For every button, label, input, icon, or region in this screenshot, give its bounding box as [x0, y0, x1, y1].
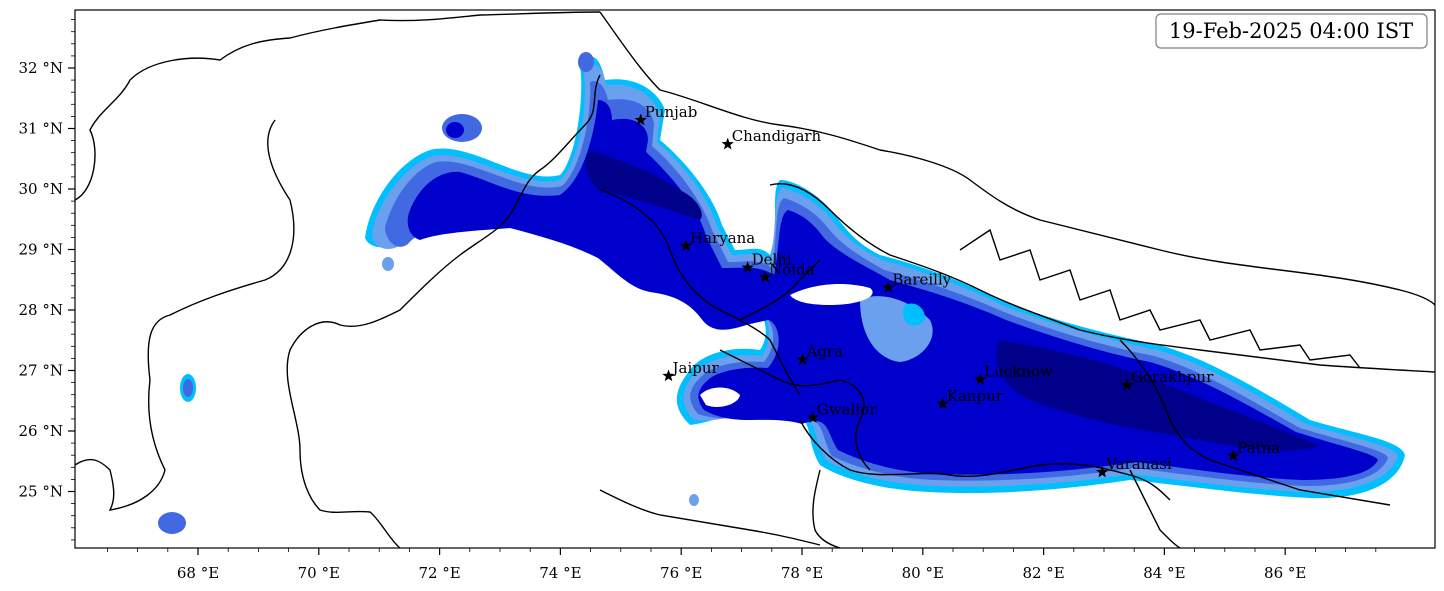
- state-border-3: [719, 349, 871, 471]
- city-marker-star-icon: [1120, 378, 1134, 391]
- country-border-china: [599, 11, 1435, 306]
- country-border-pak-india: [286, 74, 601, 548]
- lat-tick-label: 25 °N: [19, 483, 63, 501]
- city-label: Haryana: [690, 229, 755, 247]
- city-label: Gwalior: [817, 401, 877, 419]
- precip-dry-gap: [790, 284, 873, 305]
- city-marker-star-icon: [634, 113, 647, 126]
- precip-patch-top: [578, 52, 594, 72]
- lat-tick-label: 31 °N: [19, 120, 63, 138]
- state-border-7: [812, 469, 841, 548]
- precip-patch-west-core: [183, 379, 193, 397]
- precip-dry-hole: [700, 387, 740, 407]
- city-label: Varanasi: [1105, 455, 1172, 473]
- lon-tick-label: 80 °E: [902, 564, 944, 582]
- city-label: Patna: [1237, 439, 1280, 457]
- city-marker-star-icon: [1227, 449, 1240, 462]
- city-label: Bareilly: [892, 271, 951, 289]
- lon-tick-label: 84 °E: [1143, 564, 1185, 582]
- lat-tick-label: 28 °N: [19, 301, 63, 319]
- city-label: Lucknow: [984, 363, 1053, 381]
- city-marker-star-icon: [882, 281, 895, 293]
- lon-tick-label: 74 °E: [539, 564, 581, 582]
- city-marker-star-icon: [936, 397, 949, 410]
- lon-tick-label: 68 °E: [177, 564, 219, 582]
- country-border-afghan: [75, 119, 295, 511]
- city-label: Gorakhpur: [1131, 368, 1214, 386]
- city-marker-star-icon: [806, 411, 820, 423]
- lon-tick-label: 78 °E: [781, 564, 823, 582]
- lon-tick-label: 86 °E: [1264, 564, 1306, 582]
- nepal-districts: [959, 228, 1361, 369]
- precip-cyan-patch: [902, 303, 925, 326]
- plot-frame: [74, 9, 1436, 549]
- state-border-6: [1129, 469, 1181, 548]
- precip-patch-speck: [689, 494, 699, 506]
- city-marker-star-icon: [679, 239, 693, 252]
- city-marker-star-icon: [796, 353, 809, 365]
- lon-tick-label: 72 °E: [418, 564, 460, 582]
- lon-tick-label: 82 °E: [1022, 564, 1064, 582]
- state-border-4: [799, 419, 1171, 501]
- state-border-5: [1119, 339, 1391, 506]
- precipitation-field: [158, 52, 1405, 534]
- city-label: Chandigarh: [732, 127, 822, 145]
- lat-tick-label: 30 °N: [19, 180, 63, 198]
- city-marker-star-icon: [758, 270, 772, 283]
- timestamp-box: 19-Feb-2025 04:00 IST: [1155, 13, 1428, 49]
- boundary-lines: [75, 11, 1435, 548]
- country-border-west: [75, 11, 601, 201]
- state-border-8: [599, 489, 821, 546]
- city-label: Jaipur: [671, 359, 720, 377]
- lon-tick-label: 76 °E: [660, 564, 702, 582]
- city-label: Punjab: [645, 103, 698, 121]
- city-label: Noida: [769, 260, 815, 278]
- precip-core: [585, 150, 702, 220]
- lon-tick-label: 70 °E: [298, 564, 340, 582]
- precip-core-east: [996, 340, 1320, 451]
- city-marker-star-icon: [974, 373, 987, 385]
- city-label: Delhi: [752, 251, 792, 269]
- state-border-2: [739, 259, 821, 321]
- state-border-1: [599, 189, 801, 396]
- longitude-axis: 68 °E 70 °E 72 °E 74 °E 76 °E 78 °E 80 °E 82 °E…: [107, 548, 1377, 582]
- precip-patch-small: [382, 257, 394, 271]
- city-marker-star-icon: [741, 261, 754, 273]
- lat-tick-label: 29 °N: [19, 241, 63, 259]
- city-marker-star-icon: [662, 369, 675, 382]
- lat-tick-label: 27 °N: [19, 362, 63, 380]
- timestamp-label: 19-Feb-2025 04:00 IST: [1169, 19, 1413, 43]
- lat-tick-label: 32 °N: [19, 59, 63, 77]
- city-label: Kanpur: [947, 387, 1004, 405]
- precip-patch-north-core: [446, 122, 464, 138]
- country-border-nepal: [769, 183, 1435, 373]
- lat-tick-label: 26 °N: [19, 422, 63, 440]
- city-marker-star-icon: [1096, 465, 1109, 478]
- city-marker-star-icon: [721, 137, 734, 150]
- precip-patch-southwest: [158, 512, 186, 534]
- city-label: Agra: [806, 343, 844, 361]
- latitude-axis: 32 °N 31 °N 30 °N 29 °N 28 °N 27 °N 26 °N 25 °N: [19, 19, 75, 541]
